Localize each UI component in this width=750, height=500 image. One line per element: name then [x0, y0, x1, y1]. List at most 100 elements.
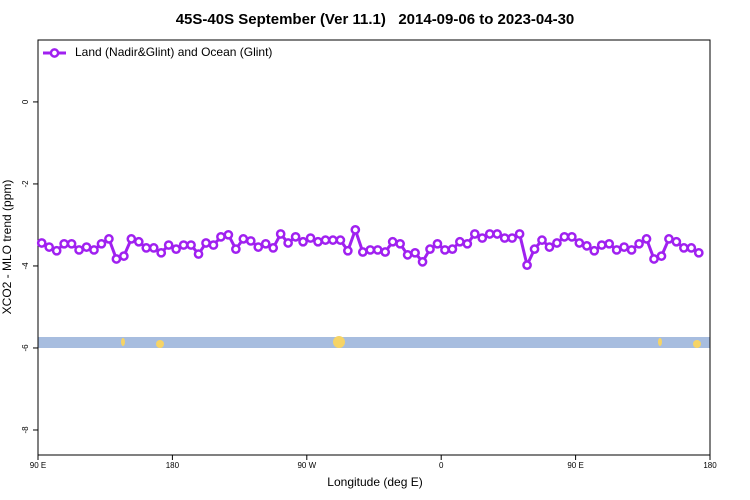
point	[514, 229, 525, 239]
point	[484, 229, 495, 239]
point	[238, 234, 249, 244]
point	[328, 235, 338, 245]
y-tick-label: -8	[21, 426, 30, 434]
land-patch	[693, 340, 701, 348]
point	[320, 235, 331, 245]
point	[74, 245, 84, 255]
point	[343, 245, 353, 256]
x-axis-label: Longitude (deg E)	[327, 475, 422, 489]
point	[574, 238, 585, 248]
point	[671, 236, 682, 247]
point	[634, 238, 644, 249]
point	[402, 250, 413, 260]
point	[626, 245, 637, 255]
point	[499, 233, 510, 243]
point	[193, 249, 204, 259]
point	[36, 238, 47, 248]
x-tick-label: 90 E	[567, 461, 583, 470]
point	[208, 240, 219, 250]
point	[96, 238, 107, 249]
point	[425, 244, 435, 254]
point	[178, 240, 189, 250]
point	[611, 245, 622, 255]
point	[387, 236, 398, 247]
point	[522, 260, 532, 270]
point	[275, 229, 286, 239]
point	[679, 243, 689, 253]
point	[686, 243, 697, 253]
point	[417, 257, 428, 267]
point	[89, 245, 99, 255]
x-tick-label: 180	[166, 461, 180, 470]
point	[380, 247, 391, 257]
point	[290, 231, 301, 242]
point	[395, 238, 405, 249]
y-tick-label: -2	[21, 180, 30, 188]
point	[589, 245, 600, 256]
point	[552, 238, 562, 248]
point	[156, 247, 167, 258]
point	[641, 234, 652, 244]
x-tick-label: 0	[439, 461, 444, 470]
legend-label: Land (Nadir&Glint) and Ocean (Glint)	[75, 45, 272, 59]
land-patch	[333, 336, 345, 348]
y-axis-label: XCO2 - MLO trend (ppm)	[0, 180, 14, 315]
point	[529, 244, 540, 254]
plot-frame	[37, 39, 711, 456]
point	[619, 242, 629, 252]
y-tick-label: -6	[21, 344, 30, 352]
x-tick-label: 180	[703, 461, 717, 470]
point	[66, 238, 77, 249]
point	[656, 251, 667, 261]
y-tick-label: -4	[21, 262, 30, 270]
point	[186, 240, 196, 250]
point	[357, 247, 368, 257]
point	[440, 245, 450, 255]
point	[581, 241, 592, 251]
point	[365, 245, 376, 255]
point	[283, 238, 293, 248]
point	[664, 234, 674, 244]
point	[432, 238, 443, 249]
point	[141, 243, 152, 253]
x-tick-label: 90 E	[30, 461, 46, 470]
point	[223, 229, 234, 240]
point	[313, 236, 323, 247]
point	[126, 234, 137, 244]
point	[335, 235, 346, 245]
point	[163, 240, 174, 250]
point	[492, 229, 503, 239]
point	[649, 254, 659, 264]
point	[350, 225, 361, 235]
point	[305, 233, 316, 243]
point	[567, 231, 577, 242]
point	[604, 238, 615, 249]
point	[59, 238, 69, 249]
point	[507, 233, 517, 243]
point	[231, 244, 241, 254]
point	[111, 254, 122, 264]
point	[119, 251, 129, 261]
point	[477, 233, 488, 243]
land-patch	[156, 340, 164, 348]
legend-marker	[49, 48, 60, 58]
point	[201, 238, 211, 248]
x-tick-label: 90 W	[297, 461, 316, 470]
point	[253, 242, 264, 252]
point	[559, 231, 570, 242]
point	[455, 236, 465, 247]
point	[372, 245, 383, 255]
point	[171, 244, 181, 254]
land-ocean-strip	[38, 336, 710, 348]
point	[268, 243, 279, 253]
point	[148, 243, 159, 253]
point	[537, 235, 547, 245]
point	[245, 236, 256, 246]
land-patch	[121, 338, 125, 346]
chart-title: 45S-40S September (Ver 11.1) 2014-09-06 …	[176, 11, 575, 28]
point	[51, 245, 62, 256]
point	[596, 240, 607, 250]
point	[462, 238, 473, 249]
point	[410, 247, 420, 258]
